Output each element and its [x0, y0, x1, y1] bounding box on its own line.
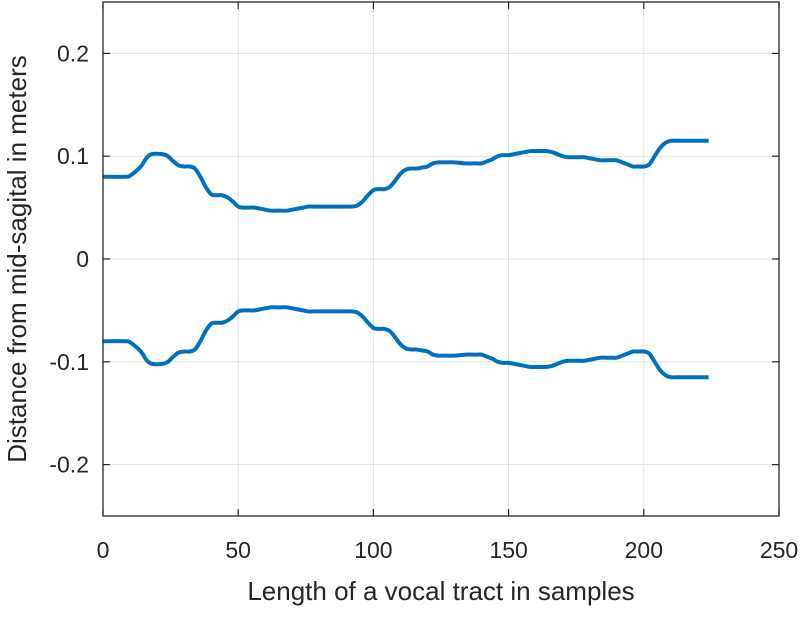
- y-tick-label: 0: [76, 246, 89, 272]
- x-tick-label: 200: [625, 537, 663, 563]
- series-line-lower: [102, 305, 709, 380]
- axis-ticks: 0 50 100 150 200 250 -0.2 -0.1 0 0.1 0.2: [49, 2, 798, 563]
- x-tick-label: 250: [760, 537, 798, 563]
- x-tick-label: 150: [489, 537, 527, 563]
- y-tick-label: -0.2: [49, 452, 89, 478]
- y-tick-label: -0.1: [49, 349, 89, 375]
- series-lines: [102, 138, 709, 380]
- y-tick-label: 0.1: [57, 143, 89, 169]
- x-tick-label: 100: [354, 537, 392, 563]
- series-line-upper: [102, 138, 709, 213]
- y-tick-label: 0.2: [57, 40, 89, 66]
- x-tick-label: 0: [97, 537, 110, 563]
- y-axis-label: Distance from mid-sagital in meters: [2, 55, 32, 462]
- gridlines: [103, 2, 779, 516]
- x-axis-label: Length of a vocal tract in samples: [247, 576, 634, 606]
- x-tick-label: 50: [225, 537, 251, 563]
